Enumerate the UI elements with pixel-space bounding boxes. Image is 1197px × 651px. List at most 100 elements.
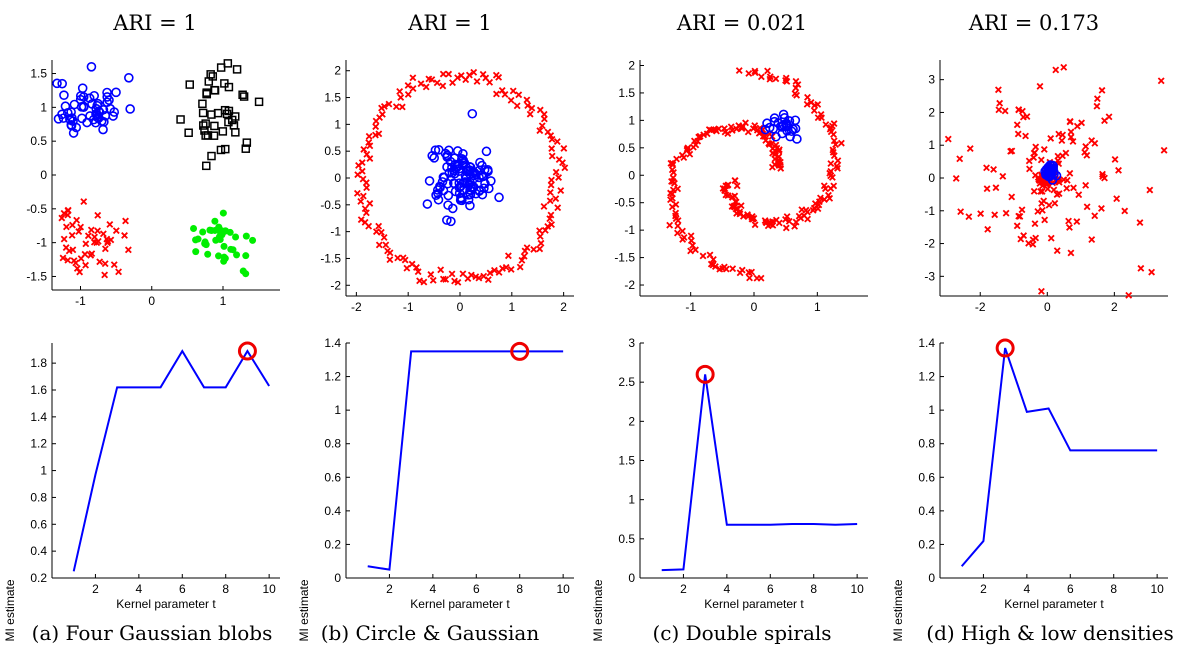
point-circle [449,165,459,176]
point-cross [554,204,562,212]
x-tick-label: -1 [685,300,696,314]
point-cross [1055,190,1063,198]
point-cross [546,197,554,205]
point-cross [772,216,780,224]
y-tick-label: -1.5 [614,251,635,265]
point-cross [724,181,732,189]
point-cross [103,235,111,243]
y-tick-label: -0.5 [320,198,341,212]
point-cross [561,164,569,172]
point-cross [791,222,799,230]
point-cross [672,209,680,217]
point-circle [77,113,87,124]
point-cross [757,274,765,282]
point-circle [465,189,476,200]
point-cross [380,234,388,241]
point-cross [668,203,676,211]
point-circle [456,193,467,204]
point-square [221,144,230,154]
point-cross [1101,174,1108,182]
point-cross [398,103,406,111]
point-dot [215,223,223,231]
point-cross [1025,239,1033,247]
x-tick-label: 4 [136,582,143,596]
point-cross [731,176,739,184]
point-cross [783,213,791,220]
point-cross [99,230,107,238]
series-2 [422,108,504,227]
point-cross [547,211,555,219]
x-axis-label: Kernel parameter t [1004,597,1104,611]
point-cross [1040,146,1048,153]
point-cross [524,102,532,109]
point-dot [192,248,200,256]
point-circle [433,194,444,205]
point-cross [1101,117,1108,125]
y-tick-label: 1.5 [618,454,635,468]
point-cross [1059,152,1066,160]
point-cross [722,265,730,273]
point-circle [474,172,484,183]
point-circle [111,87,121,98]
point-cross [1037,287,1045,295]
point-cross [1038,206,1046,214]
point-cross [983,164,990,172]
point-cross [353,189,361,197]
y-tick-label: -1 [924,204,935,218]
point-cross [833,162,841,170]
point-cross [1136,219,1144,227]
point-cross [1018,206,1026,214]
y-tick-label: 1.8 [30,356,47,370]
point-cross [427,271,435,278]
line-panel-4: 2 4 6 8 10 0 0.2 0.4 0.6 0.8 1 1.2 1.4 Kernel paramet… [891,336,1168,642]
point-circle [444,145,454,156]
point-dot [215,233,223,241]
point-cross [995,106,1003,114]
point-cross [548,135,556,143]
point-square [200,126,209,135]
panel-title: ARI = 0.021 [676,11,807,35]
point-cross [68,231,76,239]
point-cross [1038,187,1046,195]
x-tick-label: 4 [1024,582,1031,596]
x-tick-label: 2 [980,582,987,596]
y-tick-label: -2 [330,278,341,292]
point-cross [1093,95,1101,103]
y-tick-label: 0.2 [324,537,341,551]
point-cross [557,187,565,195]
point-circle [449,153,460,163]
line-panel-1: 2 4 6 8 10 0.2 0.4 0.6 0.8 1 1.2 1.4 1.6 1.8 Kernel pa… [3,341,280,642]
point-cross [956,155,964,163]
point-cross [536,245,544,253]
point-cross [1053,247,1061,255]
point-cross [65,247,73,255]
panel-title: ARI = 0.173 [968,11,1099,35]
point-cross [357,197,365,205]
point-cross [91,233,99,241]
point-cross [990,166,998,173]
point-cross [101,245,109,253]
point-cross [803,100,811,108]
point-dot [249,236,257,244]
point-circle [104,95,114,105]
point-cross [668,166,676,174]
point-square [209,131,219,140]
x-tick-label: 10 [1150,582,1164,596]
point-cross [470,68,478,76]
x-tick-label: 2 [386,582,393,596]
point-cross [792,84,800,92]
point-cross [375,241,383,249]
point-dot [215,252,223,260]
point-cross [811,200,819,208]
point-square [207,151,216,161]
point-cross [394,254,402,262]
point-cross [757,73,765,81]
point-cross [1052,66,1060,74]
point-circle [465,200,475,211]
point-cross [404,90,412,98]
y-tick-label: 0 [334,171,341,185]
point-cross [1013,121,1021,129]
point-cross [750,214,758,222]
point-cross [830,120,838,128]
point-cross [738,266,746,274]
